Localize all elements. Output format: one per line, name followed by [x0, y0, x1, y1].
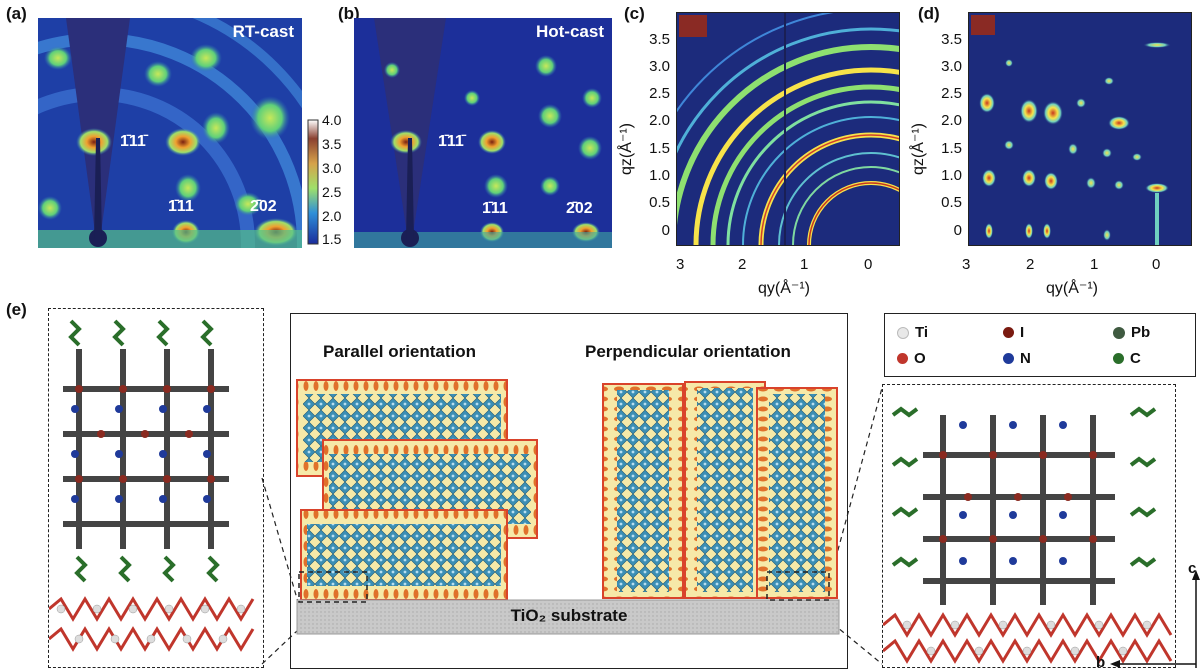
c-ytick-0: 0	[661, 222, 670, 239]
d-ytick-0-5: 0.5	[941, 194, 962, 211]
d-ytick-2-0: 2.0	[941, 112, 962, 129]
panel-d-label: (d)	[918, 4, 940, 23]
ti-atom-icon	[897, 326, 909, 339]
d-y-ticks: 3.5 3.0 2.5 2.0 1.5 1.0 0.5 0	[932, 12, 966, 252]
legend-item-c: C	[1113, 350, 1141, 367]
colorbar-tick-4: 2.5	[322, 184, 342, 200]
d-xtick-0: 0	[1152, 256, 1161, 273]
c-xtick-2: 2	[738, 256, 747, 273]
rt-cast-title: RT-cast	[232, 22, 294, 41]
right-crystal-structure	[882, 384, 1176, 668]
colorbar-tick-1: 4.0	[322, 112, 342, 128]
layer-blocks-drawing	[296, 379, 840, 635]
peak-label-a-2: 1̄11	[168, 198, 194, 215]
panel-c-2d-pattern-rings	[676, 12, 900, 246]
d-ytick-3-0: 3.0	[941, 58, 962, 75]
c-atom-icon	[1113, 353, 1124, 364]
o-atom-icon	[897, 353, 908, 364]
c-ytick-3-5: 3.5	[649, 31, 670, 48]
c-ytick-2-5: 2.5	[649, 85, 670, 102]
legend-label-i: I	[1020, 324, 1025, 341]
peak-label-b-2: 1̄11	[482, 200, 508, 217]
peak-label-b-3: 2̄02	[566, 200, 593, 217]
c-xtick-0: 0	[864, 256, 873, 273]
legend-item-pb: Pb	[1113, 324, 1150, 341]
panel-e-label: (e)	[6, 300, 27, 319]
panel-d-2d-pattern-spots	[968, 12, 1192, 246]
d-ytick-1-5: 1.5	[941, 140, 962, 157]
c-ytick-3-0: 3.0	[649, 58, 670, 75]
c-ytick-0-5: 0.5	[649, 194, 670, 211]
d-x-axis-label: qy(Å⁻¹)	[1046, 280, 1098, 297]
right-structure-drawing	[882, 406, 1173, 664]
colorbar-tick-6: 1.5	[322, 231, 342, 247]
peak-label-a-1: 1̄11̄	[120, 133, 146, 150]
legend-item-o: O	[897, 350, 926, 367]
d-xtick-1: 1	[1090, 256, 1099, 273]
colorbar-gradient	[307, 119, 319, 245]
colorbar: 4.0 3.5 3.0 2.5 2.0 1.5	[306, 112, 360, 248]
left-structure-drawing	[48, 319, 255, 652]
tio2-substrate-label: TiO₂ substrate	[510, 606, 628, 625]
d-xtick-2: 2	[1026, 256, 1035, 273]
colorbar-tick-3: 3.0	[322, 160, 342, 176]
ring-pattern-image	[677, 13, 899, 245]
left-crystal-structure	[48, 308, 264, 668]
c-axis-label: c	[1188, 560, 1197, 577]
element-legend: Ti I Pb O N C	[884, 313, 1196, 377]
legend-item-n: N	[1003, 350, 1031, 367]
panel-c-label: (c)	[624, 4, 645, 23]
legend-label-pb: Pb	[1131, 324, 1151, 341]
legend-label-n: N	[1020, 350, 1031, 367]
legend-item-i: I	[1003, 324, 1024, 341]
perpendicular-orientation-title: Perpendicular orientation	[585, 342, 791, 361]
c-x-axis-label: qy(Å⁻¹)	[758, 280, 810, 297]
d-xtick-3: 3	[962, 256, 971, 273]
c-xtick-3: 3	[676, 256, 685, 273]
c-y-ticks: 3.5 3.0 2.5 2.0 1.5 1.0 0.5 0	[640, 12, 674, 252]
panel-a-label: (a)	[6, 4, 27, 23]
c-ytick-2-0: 2.0	[649, 112, 670, 129]
peak-label-b-1: 1̄11̄	[438, 133, 464, 150]
panel-b-hot-cast-pattern: Hot-cast 1̄11̄ 1̄11 2̄02	[354, 18, 612, 248]
pb-atom-icon	[1113, 326, 1125, 339]
orientation-schematic: Parallel orientation Perpendicular orien…	[290, 313, 848, 669]
hot-cast-giwaxs-image	[354, 18, 612, 248]
spot-pattern-image	[969, 13, 1191, 245]
legend-item-ti: Ti	[897, 324, 928, 341]
peak-label-a-3: 2̄02	[250, 198, 277, 215]
legend-label-o: O	[914, 350, 926, 367]
d-ytick-3-5: 3.5	[941, 31, 962, 48]
legend-label-ti: Ti	[915, 324, 929, 341]
c-ytick-1-5: 1.5	[649, 140, 670, 157]
c-ytick-1-0: 1.0	[649, 167, 670, 184]
colorbar-tick-5: 2.0	[322, 208, 342, 224]
d-ytick-1-0: 1.0	[941, 167, 962, 184]
colorbar-tick-2: 3.5	[322, 136, 342, 152]
hot-cast-title: Hot-cast	[535, 22, 604, 41]
d-ytick-0: 0	[953, 222, 962, 239]
c-xtick-1: 1	[800, 256, 809, 273]
b-axis-label: b	[1096, 654, 1106, 671]
crystal-axes-indicator	[1110, 570, 1200, 668]
parallel-orientation-title: Parallel orientation	[323, 342, 477, 361]
n-atom-icon	[1003, 353, 1014, 364]
i-atom-icon	[1003, 327, 1014, 338]
d-ytick-2-5: 2.5	[941, 85, 962, 102]
legend-label-c: C	[1130, 350, 1141, 367]
